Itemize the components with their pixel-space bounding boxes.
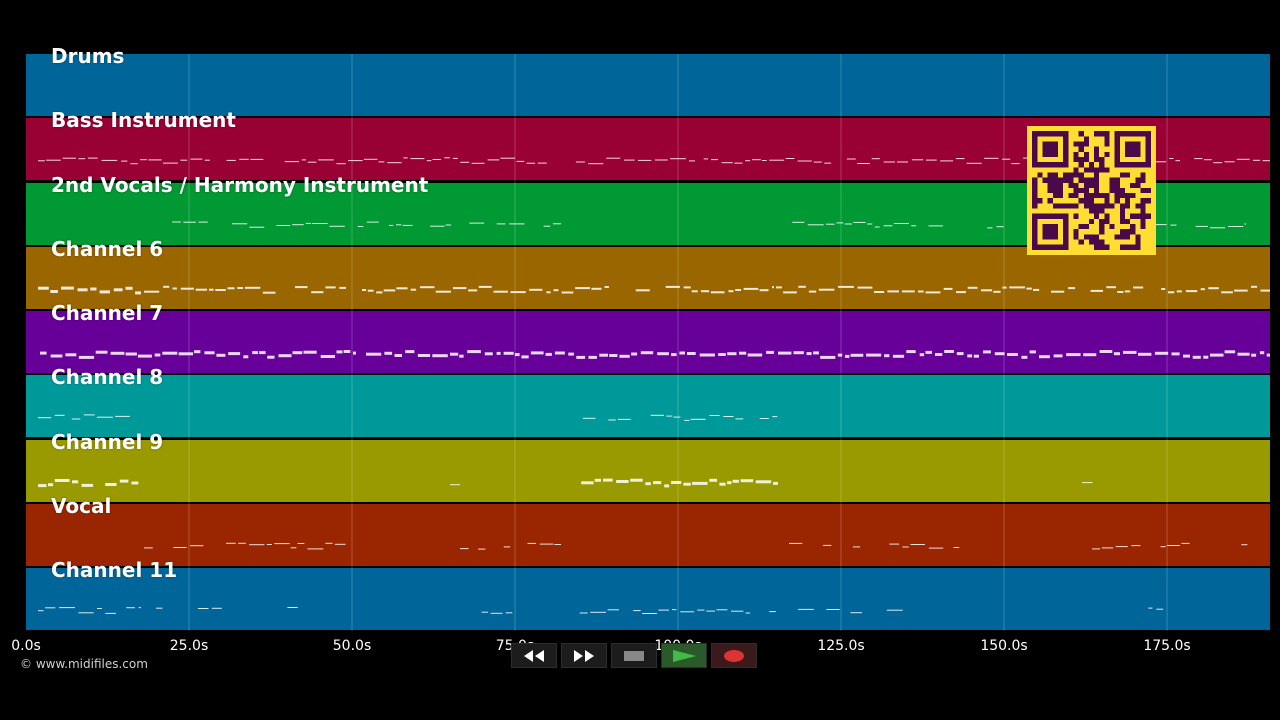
piano-roll[interactable]: Drums Bass Instrument 2nd Vocals / Harmony… <box>26 44 1270 631</box>
stop-icon <box>624 650 644 661</box>
stop-button[interactable] <box>611 643 657 668</box>
time-tick-label: 175.0s <box>1143 638 1191 654</box>
rewind-icon <box>524 649 544 662</box>
track-lane[interactable]: Channel 11 <box>26 558 1270 630</box>
record-button[interactable] <box>711 643 757 668</box>
play-button[interactable] <box>661 643 707 668</box>
track-label: 2nd Vocals / Harmony Instrument <box>51 172 429 197</box>
fast-forward-icon <box>574 649 594 662</box>
track-lane[interactable]: Channel 9 <box>26 430 1270 502</box>
track-label: Channel 9 <box>51 429 164 454</box>
time-tick-label: 150.0s <box>980 638 1028 654</box>
track-label: Channel 7 <box>51 301 164 325</box>
track-label: Channel 11 <box>51 558 178 582</box>
time-tick-label: 0.0s <box>11 638 41 654</box>
track-lane[interactable]: Drums <box>26 44 1270 116</box>
rewind-button[interactable] <box>511 643 557 668</box>
track-lane[interactable]: Channel 6 <box>26 237 1270 309</box>
track-label: Vocal <box>51 493 112 518</box>
track-label: Channel 6 <box>51 236 164 261</box>
transport-controls <box>511 643 769 668</box>
track-label: Bass Instrument <box>51 108 236 133</box>
copyright-text: © www.midifiles.com <box>20 657 148 671</box>
track-label: Drums <box>51 44 125 68</box>
track-lane[interactable]: Channel 7 <box>26 301 1270 373</box>
time-tick-label: 25.0s <box>169 638 209 654</box>
time-tick-label: 125.0s <box>817 638 865 654</box>
play-icon <box>673 649 696 662</box>
track-lane[interactable]: Vocal <box>26 494 1270 566</box>
qr-code[interactable] <box>1027 126 1156 255</box>
time-tick-label: 50.0s <box>332 638 372 654</box>
track-label: Channel 8 <box>51 365 164 390</box>
record-icon <box>724 649 744 662</box>
fast-forward-button[interactable] <box>561 643 607 668</box>
track-lane[interactable]: Channel 8 <box>26 365 1270 438</box>
